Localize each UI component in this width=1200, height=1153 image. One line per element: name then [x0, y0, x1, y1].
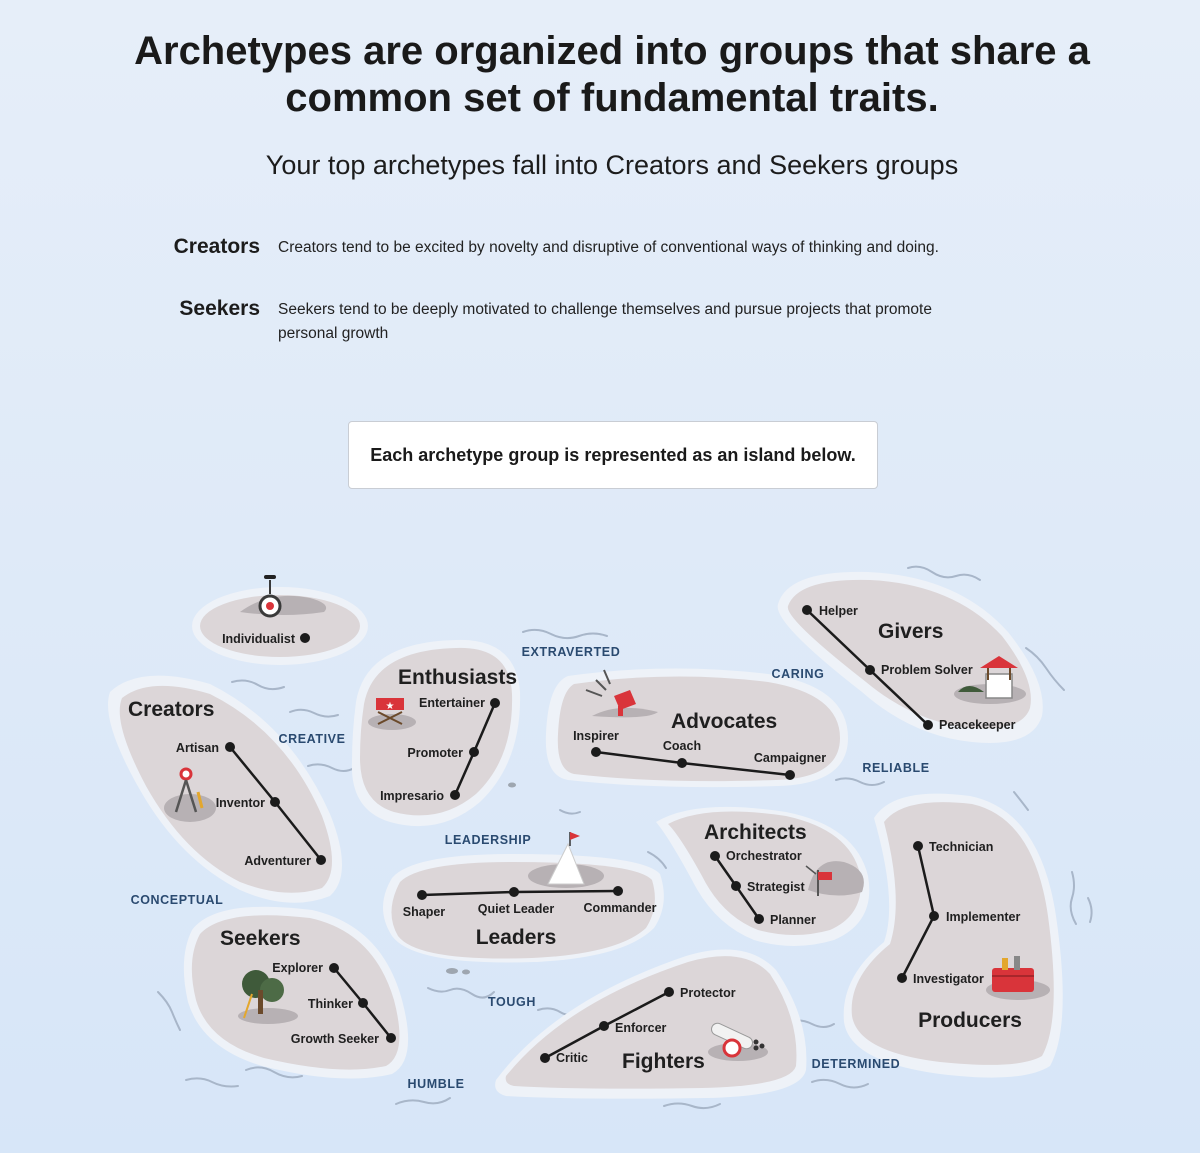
trait-label: EXTRAVERTED: [522, 645, 621, 659]
island-title: Producers: [918, 1009, 1022, 1032]
archetype-label: Technician: [929, 840, 993, 854]
island-individualist: Individualist: [192, 575, 368, 665]
wishing-well-icon: [954, 656, 1026, 704]
island-givers: Givers Helper Problem Solver Peacekeeper: [777, 571, 1043, 743]
trait-label: RELIABLE: [862, 761, 929, 775]
archetype-label: Implementer: [946, 910, 1020, 924]
archetype-label: Planner: [770, 913, 816, 927]
compass-icon: [164, 767, 216, 822]
archetype-label: Quiet Leader: [478, 902, 555, 916]
trait-label: DETERMINED: [812, 1057, 901, 1071]
trait-label: LEADERSHIP: [445, 833, 532, 847]
archetype-label: Strategist: [747, 880, 805, 894]
group-row-creators: Creators Creators tend to be excited by …: [150, 234, 970, 260]
unicycle-icon: [240, 575, 327, 618]
island-seekers: Seekers Explorer Thinker Growth Seeker: [183, 906, 409, 1079]
group-row-seekers: Seekers Seekers tend to be deeply motiva…: [150, 296, 970, 346]
island-fighters: Fighters Protector Enforcer Critic: [495, 949, 807, 1099]
archetype-label: Adventurer: [244, 854, 311, 868]
water-waves: [157, 565, 1093, 1110]
group-description: Creators tend to be excited by novelty a…: [278, 239, 939, 256]
toolbox-icon: [986, 956, 1050, 1000]
archetype-label: Explorer: [272, 961, 323, 975]
archetype-label: Thinker: [308, 997, 353, 1011]
signpost-icon: [805, 861, 864, 896]
trait-label: TOUGH: [488, 995, 536, 1009]
island-enthusiasts: Enthusiasts ★ Entertainer Promoter Impre…: [351, 639, 521, 827]
archetype-label: Promoter: [407, 746, 463, 760]
treehouse-icon: [238, 970, 298, 1024]
island-architects: Architects Orchestrator Strategist Plann…: [656, 806, 870, 946]
trait-label: HUMBLE: [407, 1077, 464, 1091]
group-name: Seekers: [179, 297, 260, 320]
trait-label: CARING: [772, 667, 825, 681]
group-name: Creators: [173, 235, 260, 258]
svg-text:★: ★: [386, 701, 395, 712]
island-title: Givers: [878, 620, 943, 643]
trait-labels: EXTRAVERTED CARING CREATIVE RELIABLE LEA…: [131, 645, 929, 1091]
island-producers: Producers Technician Implementer Investi…: [843, 793, 1063, 1078]
island-title: Fighters: [622, 1050, 705, 1073]
island-leaders: Leaders Shaper Quiet Leader Commander: [383, 832, 664, 963]
archetype-label: Inspirer: [573, 729, 619, 743]
archetype-label: Investigator: [913, 972, 984, 986]
island-title: Leaders: [476, 926, 557, 949]
archetype-label: Shaper: [403, 905, 446, 919]
archetype-label: Peacekeeper: [939, 718, 1016, 732]
island-title: Architects: [704, 821, 807, 844]
trait-label: CONCEPTUAL: [131, 893, 224, 907]
summit-flag-icon: [528, 832, 604, 888]
archetype-label: Campaigner: [754, 751, 826, 765]
archetype-label: Individualist: [222, 632, 296, 646]
archetype-label: Commander: [584, 901, 657, 915]
island-creators: Creators Artisan Inventor Adventurer: [108, 675, 342, 903]
archetype-label: Entertainer: [419, 696, 485, 710]
island-title: Seekers: [220, 927, 301, 950]
cannon-icon: [708, 1022, 768, 1061]
archetype-label: Problem Solver: [881, 663, 973, 677]
archetype-label: Coach: [663, 739, 701, 753]
trait-label: CREATIVE: [278, 732, 345, 746]
island-title: Advocates: [671, 710, 777, 733]
archetype-label: Enforcer: [615, 1021, 667, 1035]
island-notice-box: Each archetype group is represented as a…: [348, 421, 878, 489]
directors-chair-icon: ★: [368, 698, 416, 730]
archetype-label: Helper: [819, 604, 858, 618]
archetype-label: Protector: [680, 986, 736, 1000]
archetype-label: Impresario: [380, 789, 444, 803]
island-title: Creators: [128, 698, 214, 721]
archetype-label: Orchestrator: [726, 849, 802, 863]
megaphone-icon: [585, 669, 658, 718]
page-subheading: Your top archetypes fall into Creators a…: [265, 150, 959, 180]
island-advocates: Advocates Inspirer Coach Campaigner: [545, 668, 848, 788]
archetype-label: Critic: [556, 1051, 588, 1065]
island-title: Enthusiasts: [398, 666, 517, 689]
archetype-label: Inventor: [216, 796, 265, 810]
page-headline: Archetypes are organized into groups tha…: [134, 29, 1090, 120]
group-description: Seekers tend to be deeply motivated to c…: [278, 301, 932, 342]
archetype-label: Artisan: [176, 741, 219, 755]
archetype-label: Growth Seeker: [291, 1032, 379, 1046]
